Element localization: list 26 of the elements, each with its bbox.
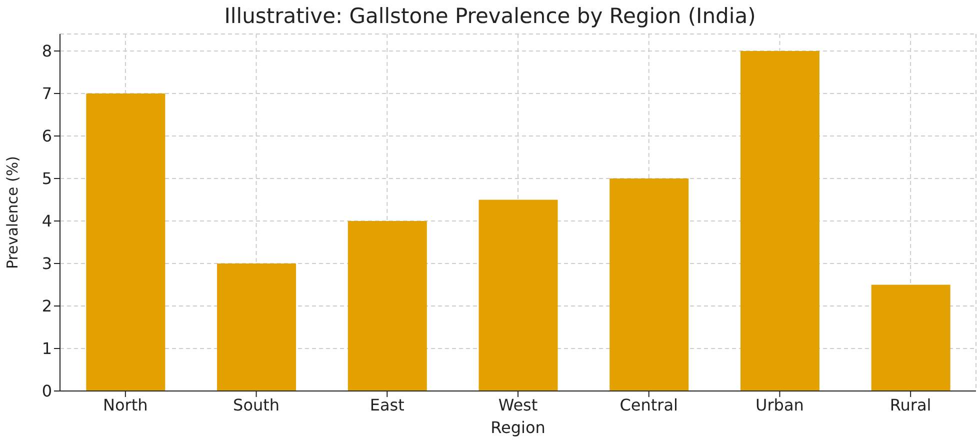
chart-title: Illustrative: Gallstone Prevalence by Region (India) [223, 4, 757, 28]
bar [86, 94, 166, 391]
y-tick-label: 3 [42, 254, 52, 274]
y-tick-label: 7 [42, 84, 52, 104]
y-tick-label: 6 [42, 126, 52, 146]
y-tick-label: 1 [42, 339, 52, 358]
x-axis-title: Region [490, 418, 546, 437]
bar [871, 284, 950, 391]
x-tick-label: West [498, 395, 538, 414]
y-tick-label: 8 [42, 42, 52, 61]
y-tick-label: 0 [42, 382, 52, 401]
y-tick-label: 4 [42, 212, 52, 231]
x-tick-label: Central [620, 395, 678, 414]
bar [610, 178, 689, 391]
bar [348, 221, 427, 391]
y-tick-label: 5 [42, 169, 52, 188]
bar [478, 200, 558, 391]
bar [740, 51, 820, 391]
x-tick-label: South [233, 395, 280, 414]
y-tick-label: 2 [42, 296, 52, 316]
x-tick-label: Urban [756, 395, 804, 414]
bar [217, 264, 296, 391]
x-tick-label: Rural [890, 395, 932, 414]
x-tick-label: East [370, 395, 404, 414]
x-tick-label: North [103, 395, 148, 414]
y-axis-title: Prevalence (%) [3, 156, 22, 270]
